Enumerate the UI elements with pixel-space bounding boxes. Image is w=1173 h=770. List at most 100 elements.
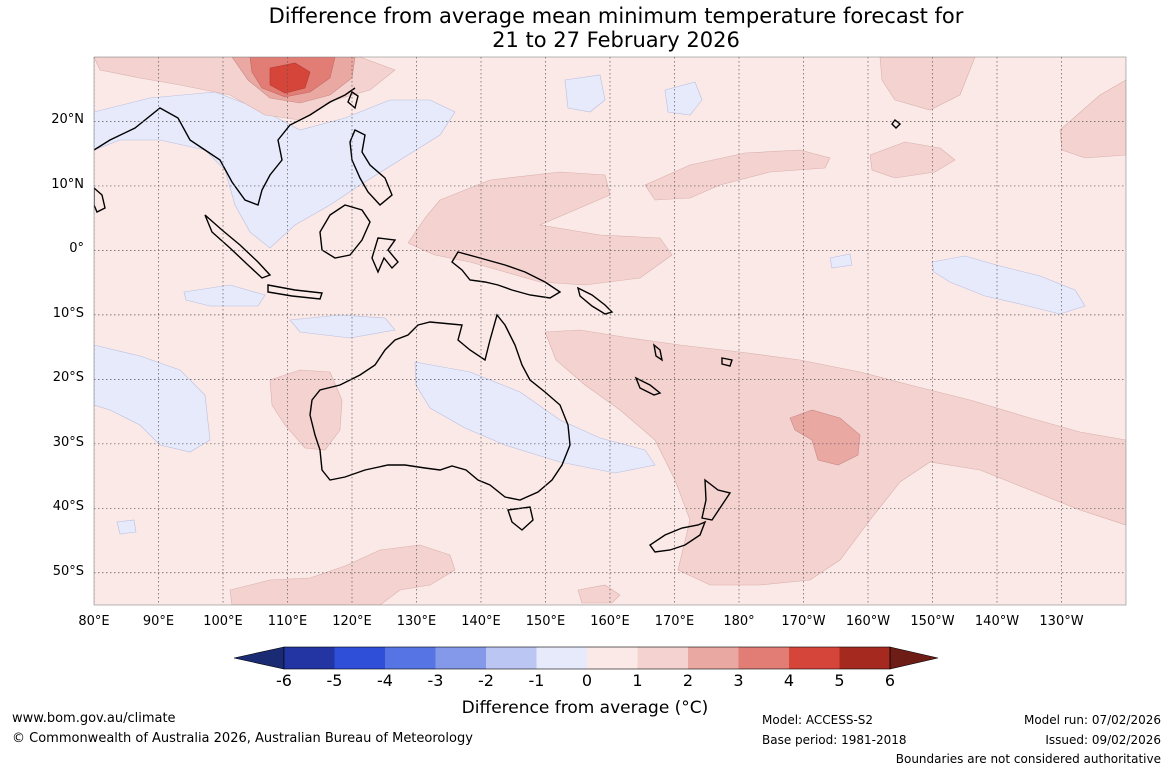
latitude-label: 10°S: [52, 305, 84, 321]
hawaii-coastline: [891, 119, 902, 129]
colorbar-tick-label: 0: [581, 671, 593, 690]
map-frame: [93, 56, 1127, 606]
longitude-label: 160°E: [590, 614, 630, 629]
new-guinea-coastline: [451, 251, 562, 299]
latitude-label: 20°N: [51, 112, 84, 128]
latitude-label: 0°: [69, 241, 84, 257]
colorbar-bin: [688, 647, 739, 669]
model-run-date: Model run: 07/02/2026: [1023, 713, 1161, 727]
colorbar-tick-label: -1: [528, 671, 545, 690]
colorbar-bin: [334, 647, 385, 669]
base-period: Base period: 1981-2018: [762, 733, 907, 747]
cool-region-java-sea: [183, 284, 266, 307]
longitude-label: 100°E: [203, 614, 243, 629]
colorbar-bin: [385, 647, 436, 669]
warm-region-central-pacific-north: [644, 149, 831, 201]
colorbar-bin: [587, 647, 638, 669]
warm-region-southern-ocean: [229, 544, 456, 605]
colorbar-title: Difference from average (°C): [461, 698, 709, 718]
chart-title-line1: Difference from average mean minimum tem…: [268, 4, 964, 28]
longitude-label: 130°W: [1039, 614, 1084, 629]
longitude-label: 140°E: [461, 614, 501, 629]
longitude-label: 130°E: [396, 614, 437, 629]
colorbar-tick-label: 3: [733, 671, 744, 690]
borneo-coastline: [319, 204, 371, 259]
nz-south-island: [649, 520, 707, 553]
fiji-coastline: [721, 357, 733, 367]
warm-region-west-australia: [269, 369, 343, 451]
colorbar-tick-label: -6: [276, 671, 292, 690]
anomaly-contours: [94, 57, 1126, 605]
longitude-label: 180°: [723, 614, 755, 629]
latitude-label: 50°S: [52, 563, 84, 579]
new-caledonia-coastline: [634, 376, 662, 396]
sri-lanka-coastline: [94, 187, 106, 213]
longitude-label: 150°W: [910, 614, 955, 629]
nz-north-island: [701, 478, 732, 521]
colorbar-bin: [284, 647, 335, 669]
colorbar-tick-label: -3: [427, 671, 444, 690]
colorbar-bin: [536, 647, 587, 669]
warm-region-north-east: [1059, 79, 1126, 159]
colorbar-bin: [486, 647, 537, 669]
vanuatu-coastline: [652, 343, 664, 362]
issued-date: Issued: 09/02/2026: [1045, 733, 1161, 747]
colorbar-tick-label: 6: [884, 671, 896, 690]
latitude-label: 30°S: [52, 434, 84, 450]
longitude-label: 170°W: [781, 614, 826, 629]
colorbar-tick-label: 5: [834, 671, 845, 690]
latitude-label: 20°S: [52, 370, 84, 386]
colorbar-tick-label: -4: [377, 671, 393, 690]
latitude-label: 10°N: [51, 176, 84, 192]
longitude-label: 140°W: [974, 614, 1020, 629]
chart-title-line2: 21 to 27 February 2026: [492, 28, 740, 52]
graticule: [94, 57, 1126, 605]
colorbar-tick-label: 2: [682, 671, 694, 690]
colorbar-tick-label: -2: [478, 671, 494, 690]
cool-region-equatorial-pacific: [931, 255, 1086, 315]
colorbar-tick-label: 4: [783, 671, 795, 690]
sulawesi-coastline: [371, 237, 399, 274]
colorbar-bin: [839, 647, 890, 669]
australia-coastline: [309, 313, 571, 501]
bom-website-link[interactable]: www.bom.gov.au/climate: [12, 711, 176, 726]
cool-region-central-australia: [414, 361, 656, 474]
longitude-label: 90°E: [142, 614, 175, 629]
cool-region-small-south: [116, 519, 137, 535]
java-coastline: [267, 284, 323, 300]
longitude-label: 110°E: [267, 614, 308, 629]
colorbar-bin: [637, 647, 688, 669]
latitude-label: 40°S: [52, 499, 84, 515]
warm-region-hawaii: [869, 141, 956, 179]
tasmania-coastline: [507, 506, 534, 531]
warm-region-small-south: [577, 584, 621, 604]
longitude-label: 120°E: [332, 614, 372, 629]
longitude-label: 150°E: [525, 614, 566, 629]
warmer-region-south-pacific: [789, 409, 861, 466]
boundaries-disclaimer: Boundaries are not considered authoritat…: [895, 752, 1161, 766]
colorbar-bin: [435, 647, 486, 669]
colorbar-bin: [789, 647, 840, 669]
colorbar-below-min-triangle: [233, 646, 285, 670]
cool-region-indian-ocean: [94, 344, 211, 453]
coastlines: [94, 87, 902, 553]
cool-region-small-pacific: [829, 253, 853, 269]
cool-region-north-pacific-1: [564, 74, 606, 113]
longitude-label: 80°E: [78, 614, 110, 629]
longitude-label: 160°W: [845, 614, 891, 629]
hotter-region-china: [269, 62, 311, 94]
taiwan-coastline: [347, 90, 359, 110]
copyright-notice: © Commonwealth of Australia 2026, Austra…: [12, 731, 473, 746]
warm-region-north-east-2: [879, 57, 976, 111]
colorbar-bin: [738, 647, 789, 669]
colorbar-tick-label: 1: [632, 671, 643, 690]
model-name: Model: ACCESS-S2: [762, 713, 874, 727]
colorbar-outline: [283, 646, 891, 670]
longitude-label: 170°E: [654, 614, 695, 629]
colorbar-above-max-triangle: [889, 646, 939, 670]
cool-region-timor: [289, 314, 396, 339]
solomon-islands-coastline: [576, 286, 614, 315]
sumatra-coastline: [204, 214, 272, 279]
